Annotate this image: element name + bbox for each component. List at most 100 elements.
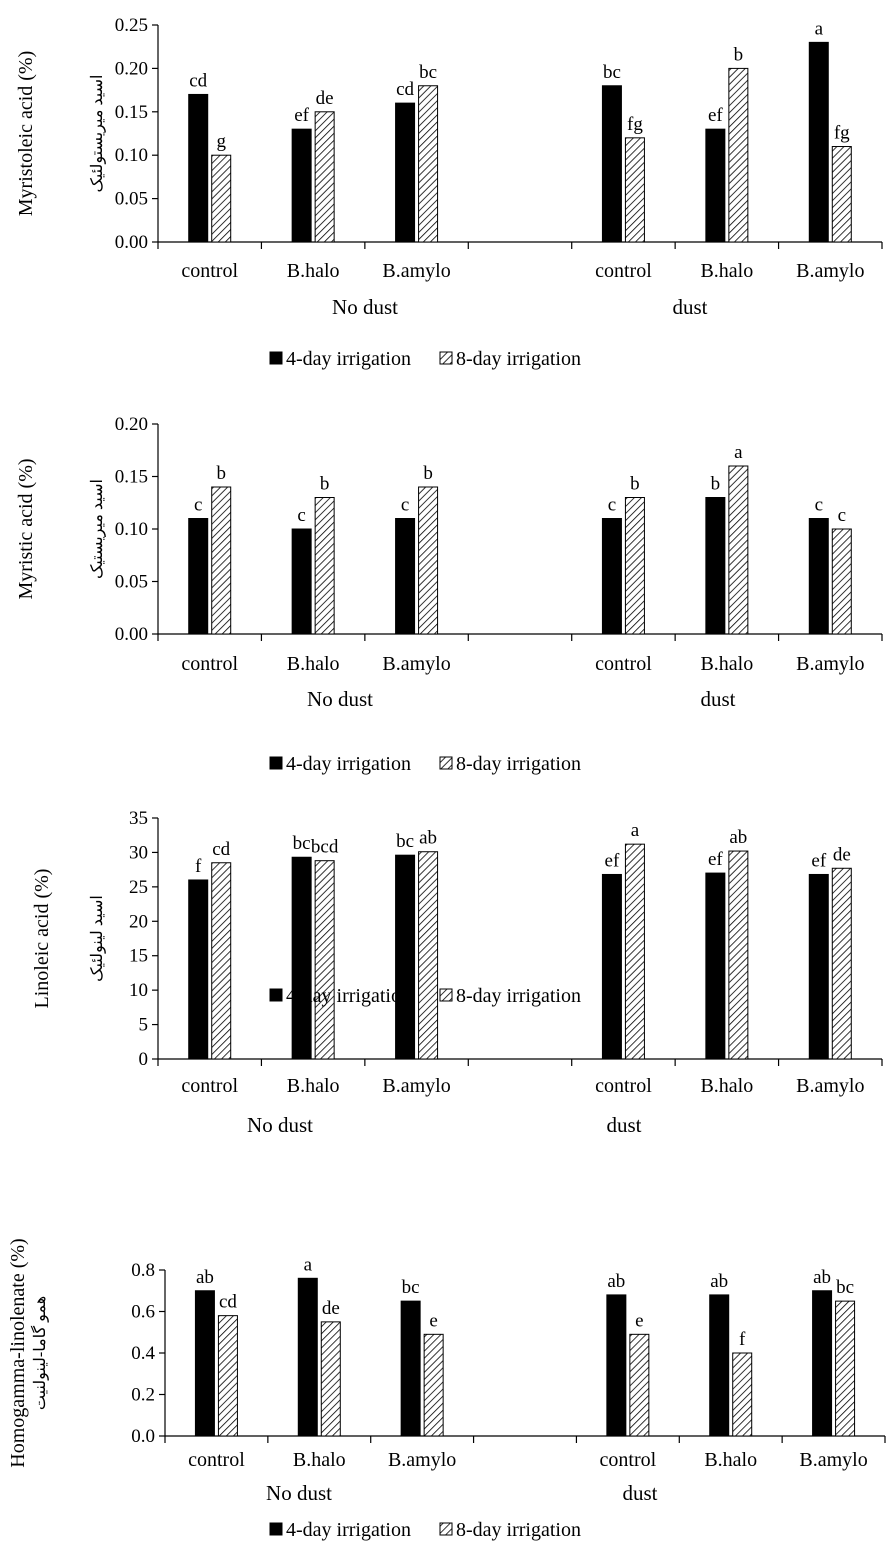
chart3-bar-8day — [728, 850, 749, 1060]
chart4-category-label: B.amylo — [799, 1449, 867, 1471]
chart4-category-label: B.halo — [704, 1449, 757, 1471]
chart4-significance-label: ab — [607, 1271, 625, 1292]
chart2-category-label: control — [595, 653, 652, 675]
chart4-y-axis-label-fa: همو گاما-لینولنیت — [30, 1296, 49, 1410]
chart3-group-label: dust — [606, 1113, 641, 1137]
chart1-bar-4day — [395, 102, 416, 243]
chart3-bar-4day — [808, 873, 829, 1060]
chart1-category-label: B.halo — [700, 260, 753, 282]
chart3-y-tick-label: 35 — [129, 808, 148, 829]
chart1-significance-label: cd — [396, 79, 414, 100]
chart1-group-label: No dust — [332, 295, 398, 319]
chart3-bar-4day — [291, 856, 312, 1060]
chart3-y-axis-label: Linoleic acid (%) — [31, 869, 53, 1009]
chart3-category-label: control — [181, 1075, 238, 1097]
chart4-significance-label: cd — [219, 1292, 237, 1313]
chart1-legend-label-8day: 8-day irrigation — [456, 348, 581, 370]
chart3-significance-label: bc — [293, 833, 311, 854]
chart3-y-tick-label: 10 — [129, 980, 148, 1001]
chart3-significance-label: ab — [729, 827, 747, 848]
chart2-bar-8day — [314, 497, 335, 635]
chart1-bar-4day — [705, 128, 726, 243]
chart2-bar-4day — [601, 518, 622, 635]
chart3-bar-8day — [831, 867, 852, 1060]
chart2-bar-8day — [211, 486, 232, 635]
chart2-legend-swatch-4day — [269, 756, 283, 770]
chart4-significance-label: bc — [836, 1277, 854, 1298]
chart4-significance-label: ab — [813, 1267, 831, 1288]
chart1-y-tick-label: 0.10 — [115, 145, 148, 166]
chart2-significance-label: c — [297, 505, 305, 526]
chart1-legend-label-4day: 4-day irrigation — [286, 348, 411, 370]
chart3-bar-4day — [705, 872, 726, 1060]
chart2-category-label: B.halo — [287, 653, 340, 675]
chart1-significance-label: a — [815, 18, 824, 39]
chart1-bar-4day — [808, 41, 829, 243]
chart3-category-label: B.halo — [287, 1075, 340, 1097]
chart4-y-tick-label: 0.0 — [131, 1426, 155, 1447]
chart4-category-label: B.amylo — [388, 1449, 456, 1471]
chart3-significance-label: bc — [396, 831, 414, 852]
chart4-legend-label-4day: 4-day irrigation — [286, 1519, 411, 1541]
chart1-bar-8day — [728, 67, 749, 243]
chart4-bar-8day — [320, 1321, 341, 1437]
chart1-significance-label: b — [734, 44, 744, 65]
chart3-y-tick-label: 5 — [139, 1015, 149, 1036]
chart1-significance-label: de — [316, 88, 334, 109]
chart2-y-tick-label: 0.20 — [115, 414, 148, 435]
chart3-significance-label: f — [195, 856, 202, 877]
chart4-bar-4day — [297, 1277, 318, 1437]
chart2-significance-label: b — [216, 463, 226, 484]
chart2-bar-4day — [808, 518, 829, 635]
chart2-significance-label: c — [608, 495, 616, 516]
chart1-legend-swatch-4day — [269, 351, 283, 365]
chart4-significance-label: ab — [710, 1271, 728, 1292]
chart4-category-label: B.halo — [293, 1449, 346, 1471]
chart4-bar-8day — [217, 1315, 238, 1437]
chart2-bar-8day — [418, 486, 439, 635]
chart1-significance-label: bc — [603, 62, 621, 83]
chart3-category-label: control — [595, 1075, 652, 1097]
chart4-significance-label: f — [739, 1329, 746, 1350]
chart3-significance-label: ab — [419, 828, 437, 849]
chart2-significance-label: b — [630, 474, 640, 495]
chart4-y-tick-label: 0.8 — [131, 1260, 155, 1281]
chart1-y-tick-label: 0.05 — [115, 189, 148, 210]
chart4-group-label: No dust — [266, 1481, 332, 1505]
chart2-bar-8day — [728, 465, 749, 635]
chart1-legend-swatch-8day — [439, 351, 453, 365]
chart2-significance-label: b — [423, 463, 433, 484]
chart1-significance-label: ef — [294, 105, 309, 126]
chart1-bar-4day — [188, 93, 209, 243]
chart4-significance-label: e — [429, 1310, 437, 1331]
chart2-category-label: control — [181, 653, 238, 675]
chart2-legend-label-8day: 8-day irrigation — [456, 753, 581, 775]
chart1-y-axis-label-fa: اسید میریستولئیک — [89, 75, 106, 193]
chart2-y-tick-label: 0.15 — [115, 467, 148, 488]
chart4-category-label: control — [188, 1449, 245, 1471]
chart2-y-axis-label: Myristic acid (%) — [15, 458, 37, 599]
chart1-significance-label: g — [216, 131, 226, 152]
chart4-group-label: dust — [622, 1481, 657, 1505]
chart2-bar-8day — [831, 528, 852, 635]
chart4-legend-swatch-8day — [439, 1522, 453, 1536]
chart2-significance-label: c — [401, 495, 409, 516]
chart4-significance-label: a — [304, 1254, 313, 1275]
chart2-group-label: No dust — [307, 687, 373, 711]
chart1-bar-8day — [831, 146, 852, 243]
chart1-y-tick-label: 0.20 — [115, 58, 148, 79]
chart2-bar-4day — [705, 497, 726, 635]
chart4-y-tick-label: 0.2 — [131, 1385, 155, 1406]
chart2-significance-label: a — [734, 442, 743, 463]
chart2-significance-label: b — [320, 474, 330, 495]
chart2-category-label: B.amylo — [796, 653, 864, 675]
chart3-bar-4day — [188, 879, 209, 1060]
chart1-bar-8day — [314, 111, 335, 243]
chart3-legend-label-4day: 4-day irrigation — [286, 985, 411, 1007]
chart4-legend-label-8day: 8-day irrigation — [456, 1519, 581, 1541]
chart4-significance-label: ab — [196, 1267, 214, 1288]
chart3-y-tick-label: 15 — [129, 946, 148, 967]
chart3-legend-swatch-8day — [439, 988, 453, 1002]
chart1-y-tick-label: 0.00 — [115, 232, 148, 253]
